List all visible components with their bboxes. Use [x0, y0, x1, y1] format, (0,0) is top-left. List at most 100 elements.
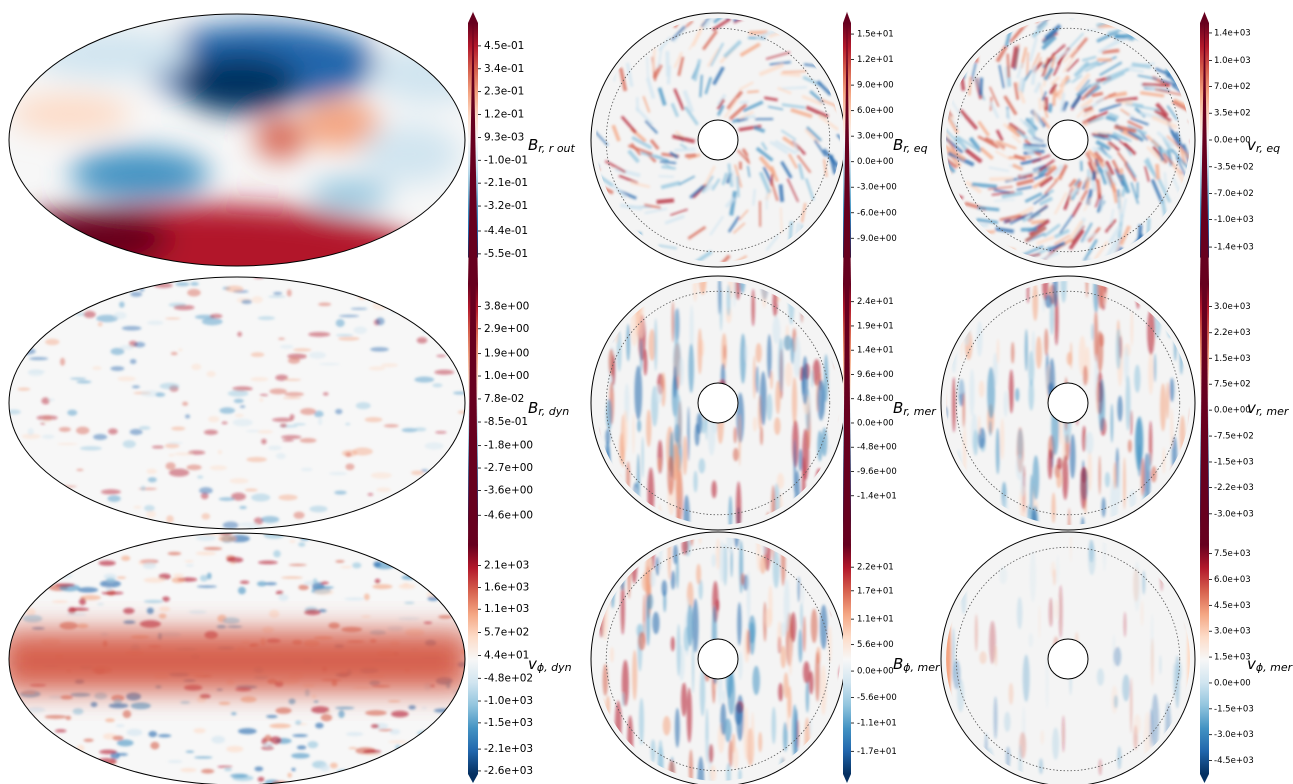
streak: [781, 184, 783, 201]
blob: [165, 317, 180, 319]
blob: [21, 692, 35, 694]
streak: [1070, 342, 1072, 369]
streak: [651, 515, 655, 570]
colorbar-tick-label: 0.0e+00: [1214, 406, 1251, 416]
blob: [16, 589, 20, 592]
blob: [0, 571, 21, 575]
blob: [186, 751, 195, 753]
blob: [76, 427, 89, 435]
streak: [688, 344, 694, 393]
streak: [1011, 342, 1014, 364]
blob: [281, 435, 301, 439]
blob: [122, 326, 141, 331]
streak: [778, 683, 783, 701]
blob: [182, 402, 188, 406]
blob: [298, 542, 305, 546]
streak: [1191, 528, 1199, 569]
streak: [975, 614, 978, 651]
colorbar-tick-label: -5.5e-01: [484, 248, 528, 260]
blob: [92, 366, 101, 370]
blob: [33, 520, 38, 523]
blob: [373, 302, 387, 310]
streak: [944, 476, 952, 489]
streak: [675, 454, 682, 501]
streak: [997, 339, 1000, 364]
colorbar-tick-label: -3.2e-01: [484, 200, 528, 212]
streak: [655, 556, 659, 575]
streak: [969, 369, 974, 416]
streak: [835, 721, 841, 768]
streak: [728, 673, 736, 714]
blob: [91, 702, 98, 707]
streak: [673, 366, 676, 398]
blob: [294, 512, 305, 519]
blob: [131, 702, 151, 709]
streak: [784, 579, 790, 632]
streak: [1087, 450, 1092, 491]
streak: [675, 394, 682, 448]
blob: [171, 426, 185, 430]
streak: [744, 707, 749, 760]
colorbar-extend-bottom: [468, 774, 478, 783]
blob: [436, 754, 454, 757]
colorbar-tick-label: -4.8e+02: [484, 672, 533, 684]
colorbar-tick-label: -9.6e+00: [857, 467, 897, 477]
streak: [676, 556, 679, 589]
colorbar-tick-label: -2.6e+03: [484, 765, 533, 777]
blob: [29, 770, 38, 772]
blob: [433, 723, 448, 726]
colorbar-tick-label: 0.0e+00: [1214, 678, 1251, 688]
streak: [624, 502, 631, 543]
streak: [1117, 395, 1122, 421]
streak: [603, 490, 609, 532]
blob: [132, 385, 140, 388]
streak: [751, 712, 754, 760]
blob: [394, 539, 402, 544]
blob: [339, 315, 359, 317]
streak: [962, 393, 965, 428]
blob: [336, 319, 345, 327]
colorbar-tick-label: -9.0e+00: [857, 234, 897, 244]
blob: [297, 745, 306, 749]
blob: [431, 302, 441, 305]
streak: [599, 749, 604, 772]
streak: [972, 184, 997, 186]
colorbar-tick-label: 5.6e+00: [857, 640, 894, 650]
colorbar-tick-label: 0.0e+00: [857, 667, 894, 677]
blob: [388, 700, 401, 702]
streak: [674, 149, 695, 150]
blob: [60, 695, 73, 699]
blob: [318, 609, 326, 612]
blob: [352, 562, 361, 568]
blob: [199, 487, 213, 494]
streak: [696, 413, 702, 434]
streak: [1023, 655, 1030, 702]
streak: [1009, 369, 1014, 413]
blob: [185, 560, 194, 562]
blob: [67, 410, 77, 416]
blob: [284, 392, 303, 397]
streak: [1039, 758, 1043, 774]
blob: [200, 694, 211, 699]
blob: [58, 299, 67, 305]
colorbar-tick-label: 1.6e+03: [484, 581, 529, 593]
blob: [312, 695, 317, 699]
blob: [45, 715, 67, 719]
blob: [20, 690, 41, 697]
streak: [1031, 118, 1033, 126]
streak: [735, 703, 743, 725]
blob: [76, 469, 83, 471]
colorbar-tick-label: 4.8e+00: [857, 394, 894, 404]
streak: [981, 78, 982, 95]
label-subscript: r, mer: [903, 405, 937, 418]
streak: [1165, 268, 1171, 314]
blob: [105, 718, 115, 722]
streak: [623, 410, 628, 451]
streak: [634, 366, 642, 420]
panel: 1.5e+011.2e+019.0e+006.0e+003.0e+000.0e+…: [580, 2, 927, 275]
blob: [168, 454, 174, 457]
streak: [765, 608, 773, 628]
blob: [55, 729, 67, 732]
blob: [42, 511, 56, 517]
colorbar-tick-label: -1.0e+03: [484, 695, 533, 707]
